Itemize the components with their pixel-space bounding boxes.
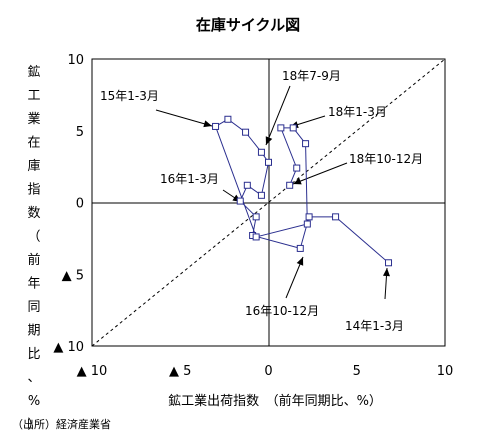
x-tick-label: ▲ 5 <box>169 364 191 379</box>
annotation-arrow-head <box>265 136 273 145</box>
data-point <box>296 244 304 252</box>
annotation-arrow-line <box>155 109 213 127</box>
data-point <box>385 259 393 267</box>
data-point <box>289 124 297 132</box>
data-point <box>332 213 340 221</box>
annotation-label: 18年7-9月 <box>282 69 341 83</box>
annotation-label: 15年1-3月 <box>100 89 159 103</box>
annotation-label: 18年1-3月 <box>328 105 387 119</box>
x-tick-label: 10 <box>437 364 454 379</box>
x-tick-label: 5 <box>353 364 361 379</box>
data-point <box>277 124 285 132</box>
data-point <box>252 213 260 221</box>
data-point <box>303 220 311 228</box>
y-tick-label: ▲ 5 <box>62 268 84 283</box>
annotation-arrow-head <box>293 177 302 185</box>
y-axis-label: 鉱工業在庫指数（前年同期比、%） <box>27 64 40 433</box>
annotation-arrow-head <box>382 268 390 277</box>
x-tick-label: ▲ 10 <box>77 364 108 379</box>
data-point <box>265 158 272 166</box>
data-point <box>286 181 294 189</box>
y-tick-label: ▲ 10 <box>53 340 84 355</box>
data-point <box>257 148 265 156</box>
y-tick-label: 5 <box>76 125 84 140</box>
annotation-label: 16年1-3月 <box>160 172 219 186</box>
annotation-arrow-line <box>265 85 291 146</box>
annotation-label: 14年1-3月 <box>345 319 404 333</box>
data-point <box>257 191 265 199</box>
data-point <box>242 128 250 136</box>
annotations: 18年7-9月 15年1-3月 18年1-3月 18年10-12月 16年1-3月 16年… <box>100 69 423 333</box>
y-tick-labels: 10 5 0 ▲ 5 ▲ 10 <box>53 53 84 355</box>
series-line <box>214 118 389 264</box>
x-tick-label: 0 <box>264 364 272 379</box>
data-point <box>252 233 260 241</box>
y-tick-label: 0 <box>76 197 84 212</box>
annotation-arrow-line <box>292 162 348 185</box>
x-tick-labels: ▲ 10 ▲ 5 0 5 10 <box>77 364 454 379</box>
x-axis-label: 鉱工業出荷指数 （前年同期比、%） <box>168 393 382 409</box>
data-point <box>212 122 220 130</box>
series-group <box>212 115 393 267</box>
annotation-arrow-head <box>203 120 212 128</box>
y-tick-label: 10 <box>67 53 84 68</box>
data-point <box>293 164 301 172</box>
annotation-label: 18年10-12月 <box>349 152 423 166</box>
data-point <box>243 181 251 189</box>
diagonal-reference-line <box>91 58 446 347</box>
data-point <box>302 140 310 148</box>
data-point <box>236 197 244 205</box>
annotation-label: 16年10-12月 <box>245 304 319 318</box>
annotation-arrow-head <box>296 257 304 266</box>
data-point <box>305 213 313 221</box>
source-note: （出所）経済産業省 <box>12 417 111 431</box>
y-axis-label-text: 鉱工業在庫指数（前年同期比、%） <box>27 64 40 433</box>
data-point <box>224 115 232 123</box>
chart-title: 在庫サイクル図 <box>196 16 300 34</box>
